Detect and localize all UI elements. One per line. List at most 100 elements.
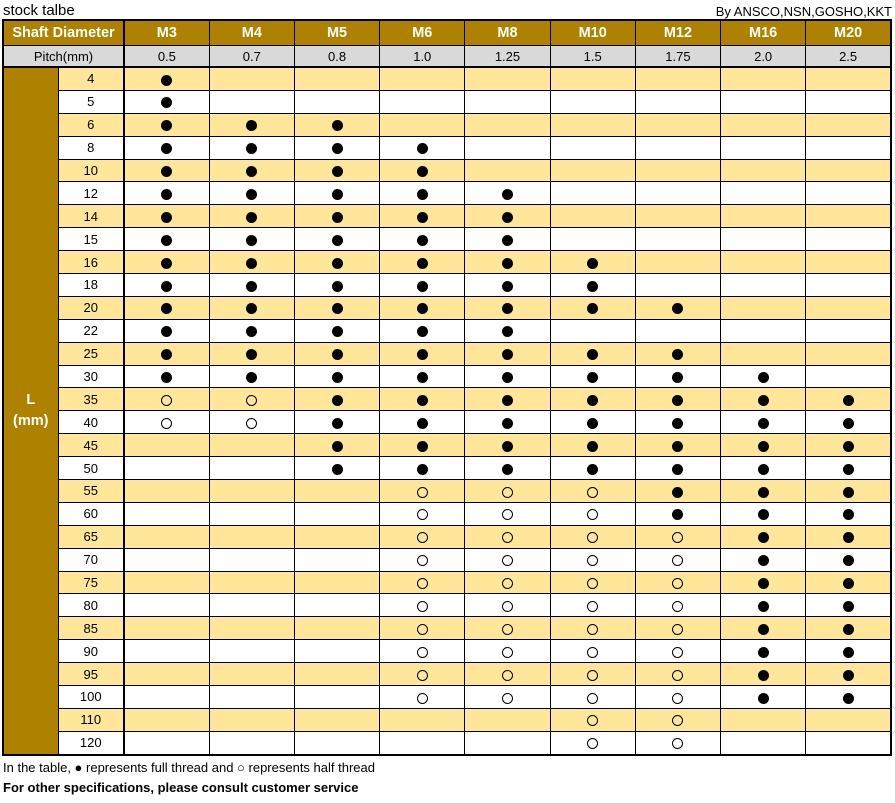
mark-cell-l25-m3 [123, 341, 210, 366]
mark-cell-l75-m8 [464, 570, 551, 595]
full-thread-icon [842, 669, 854, 681]
full-thread-icon [246, 257, 258, 269]
half-thread-icon [672, 692, 684, 704]
mark-cell-l100-m8 [464, 685, 551, 709]
mark-cell-l18-m20 [805, 273, 892, 297]
mark-cell-l4-m5 [293, 66, 381, 91]
full-thread-icon [331, 349, 343, 361]
mark-cell-l120-m5 [293, 730, 381, 756]
mark-cell-l85-m20 [805, 616, 892, 641]
mark-cell-l14-m20 [805, 204, 892, 229]
mark-cell-l22-m8 [464, 318, 551, 343]
mark-cell-l85-m4 [208, 616, 295, 641]
full-thread-icon [331, 234, 343, 246]
mark-cell-l55-m20 [805, 479, 892, 503]
full-thread-icon [416, 394, 428, 406]
mark-cell-l30-m4 [208, 364, 295, 389]
mark-cell-l85-m5 [293, 616, 381, 641]
full-thread-icon [161, 326, 173, 338]
mark-cell-l45-m10 [549, 433, 636, 458]
mark-cell-l120-m12 [634, 730, 722, 756]
mark-cell-l5-m6 [379, 89, 466, 114]
full-thread-icon [842, 440, 854, 452]
full-thread-icon [501, 349, 513, 361]
mark-cell-l40-m4 [208, 410, 295, 435]
mark-cell-l16-m20 [805, 250, 892, 275]
half-thread-icon [672, 578, 684, 590]
mark-cell-l40-m16 [720, 410, 807, 435]
mark-cell-l15-m6 [379, 227, 466, 252]
full-thread-icon [757, 623, 769, 635]
mark-cell-l8-m4 [208, 135, 295, 160]
mark-cell-l20-m10 [549, 295, 636, 320]
mark-cell-l75-m16 [720, 570, 807, 595]
full-thread-icon [331, 463, 343, 475]
mark-cell-l12-m16 [720, 181, 807, 206]
full-thread-icon [246, 166, 258, 178]
mark-cell-l25-m20 [805, 341, 892, 366]
mark-cell-l100-m5 [293, 685, 381, 709]
size-header-m10: M10 [549, 19, 636, 46]
length-cell-50: 50 [57, 456, 125, 481]
table-row-l65: 65 [3, 524, 892, 549]
mark-cell-l60-m8 [464, 501, 551, 526]
half-thread-icon [246, 417, 258, 429]
mark-cell-l65-m16 [720, 524, 807, 549]
mark-cell-l75-m4 [208, 570, 295, 595]
pitch-cell-m5: 0.8 [293, 45, 381, 68]
mark-cell-l18-m6 [379, 273, 466, 297]
full-thread-icon [331, 166, 343, 178]
mark-cell-l14-m10 [549, 204, 636, 229]
mark-cell-l55-m5 [293, 479, 381, 503]
mark-cell-l30-m10 [549, 364, 636, 389]
length-cell-18: 18 [57, 273, 125, 297]
mark-cell-l6-m4 [208, 112, 295, 137]
mark-cell-l70-m6 [379, 547, 466, 572]
mark-cell-l35-m3 [123, 387, 210, 412]
full-thread-icon [672, 509, 684, 521]
mark-cell-l70-m10 [549, 547, 636, 572]
mark-cell-l90-m16 [720, 639, 807, 664]
mark-cell-l120-m20 [805, 730, 892, 756]
half-thread-icon [587, 738, 599, 750]
mark-cell-l18-m5 [293, 273, 381, 297]
full-thread-icon [672, 417, 684, 429]
full-thread-icon [331, 326, 343, 338]
full-thread-icon [842, 692, 854, 704]
full-thread-icon [842, 532, 854, 544]
table-row-l35: 35 [3, 387, 892, 412]
mark-cell-l100-m16 [720, 685, 807, 709]
mark-cell-l65-m3 [123, 524, 210, 549]
full-thread-icon [757, 509, 769, 521]
mark-cell-l10-m10 [549, 158, 636, 183]
full-thread-icon [501, 188, 513, 200]
full-thread-icon [757, 372, 769, 384]
table-row-l60: 60 [3, 501, 892, 526]
full-thread-icon [161, 74, 173, 86]
mark-cell-l110-m20 [805, 707, 892, 732]
pitch-cell-m8: 1.25 [464, 45, 551, 68]
mark-cell-l16-m5 [293, 250, 381, 275]
full-thread-icon [416, 372, 428, 384]
size-header-row: Shaft Diameter M3 M4 M5 M6 M8 M10 M12 M16 M20 [2, 19, 892, 46]
full-thread-icon [161, 97, 173, 109]
half-thread-icon [587, 692, 599, 704]
half-thread-icon [161, 394, 173, 406]
mark-cell-l120-m16 [720, 730, 807, 756]
table-row-l80: 80 [3, 593, 892, 618]
full-thread-icon [757, 394, 769, 406]
full-thread-icon [161, 211, 173, 223]
contact-note: For other specifications, please consult… [3, 779, 359, 795]
full-thread-icon [501, 326, 513, 338]
half-thread-icon [672, 555, 684, 567]
mark-cell-l95-m16 [720, 662, 807, 687]
mark-cell-l10-m12 [634, 158, 722, 183]
mark-cell-l12-m5 [293, 181, 381, 206]
mark-cell-l100-m4 [208, 685, 295, 709]
full-thread-icon [501, 303, 513, 315]
mark-cell-l35-m12 [634, 387, 722, 412]
full-thread-icon [416, 166, 428, 178]
mark-cell-l55-m10 [549, 479, 636, 503]
mark-cell-l95-m20 [805, 662, 892, 687]
full-thread-icon [672, 486, 684, 498]
